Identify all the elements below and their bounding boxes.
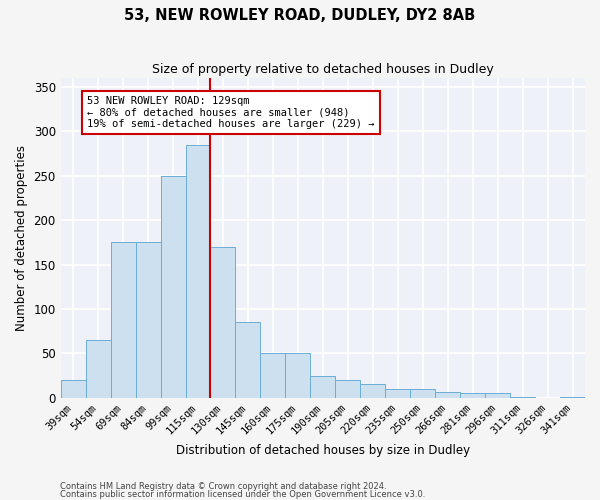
- Bar: [410, 389, 435, 398]
- Bar: [286, 354, 310, 398]
- Bar: [235, 322, 260, 398]
- Bar: [335, 380, 360, 398]
- Text: 53, NEW ROWLEY ROAD, DUDLEY, DY2 8AB: 53, NEW ROWLEY ROAD, DUDLEY, DY2 8AB: [124, 8, 476, 22]
- Text: 53 NEW ROWLEY ROAD: 129sqm
← 80% of detached houses are smaller (948)
19% of sem: 53 NEW ROWLEY ROAD: 129sqm ← 80% of deta…: [87, 96, 374, 129]
- Bar: [310, 376, 335, 398]
- Bar: [360, 384, 385, 398]
- Y-axis label: Number of detached properties: Number of detached properties: [15, 145, 28, 331]
- Bar: [161, 176, 185, 398]
- Bar: [136, 242, 161, 398]
- Bar: [510, 397, 535, 398]
- Bar: [460, 394, 485, 398]
- Title: Size of property relative to detached houses in Dudley: Size of property relative to detached ho…: [152, 62, 494, 76]
- Bar: [560, 397, 585, 398]
- Text: Contains HM Land Registry data © Crown copyright and database right 2024.: Contains HM Land Registry data © Crown c…: [60, 482, 386, 491]
- Bar: [435, 392, 460, 398]
- Bar: [185, 144, 211, 398]
- Bar: [110, 242, 136, 398]
- Bar: [61, 380, 86, 398]
- Bar: [260, 354, 286, 398]
- Bar: [485, 394, 510, 398]
- Bar: [86, 340, 110, 398]
- Bar: [385, 389, 410, 398]
- Bar: [211, 247, 235, 398]
- X-axis label: Distribution of detached houses by size in Dudley: Distribution of detached houses by size …: [176, 444, 470, 458]
- Text: Contains public sector information licensed under the Open Government Licence v3: Contains public sector information licen…: [60, 490, 425, 499]
